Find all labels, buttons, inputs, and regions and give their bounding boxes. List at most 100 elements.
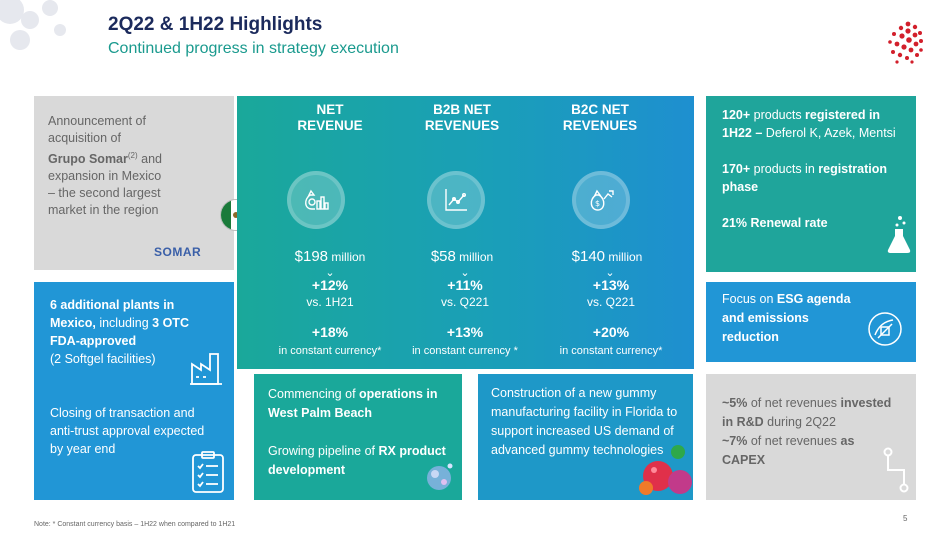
- net-revenue-growth: +12%: [311, 277, 349, 293]
- registration-period: registered in 1H22 –: [722, 108, 881, 140]
- operations-line: Commencing of operations in West Palm Be…: [268, 385, 448, 423]
- capex-label: as CAPEX: [722, 434, 855, 467]
- money-bag-chart-icon: [287, 171, 345, 229]
- metric-heading-net-revenue: NET REVENUE: [270, 102, 390, 134]
- rnd-text: of net revenues: [747, 396, 841, 410]
- capex-percent: ~7%: [722, 434, 748, 448]
- registration-panel: 120+ products registered in 1H22 – Defer…: [706, 96, 916, 272]
- rnd-invested: invested in R&D: [722, 396, 892, 429]
- rnd-period: during 2Q22: [763, 415, 836, 429]
- rx-development: RX product development: [268, 444, 446, 477]
- b2b-revenue-comparison: vs. Q221: [440, 295, 490, 309]
- page-title: 2Q22 & 1H22 Highlights: [108, 14, 323, 35]
- net-revenue-growth-cc: +18%: [311, 324, 349, 340]
- metric-heading-b2b: B2B NET REVENUES: [402, 102, 522, 134]
- b2b-revenue-cc-label: in constant currency *: [412, 345, 518, 357]
- plants-including: including: [95, 316, 153, 330]
- plants-text: 6 additional plants in Mexico, including…: [50, 296, 210, 350]
- acquisition-line-4: expansion in Mexico: [48, 169, 162, 184]
- chevron-down-icon: ⌄: [460, 267, 470, 279]
- net-revenue-unit: million: [328, 250, 366, 264]
- b2c-revenue-cc-label: in constant currency*: [559, 345, 663, 357]
- esg-focus: ESG agenda and emissions reduction: [722, 292, 851, 344]
- acquisition-and: and: [137, 152, 162, 167]
- gummy-facility-panel: Construction of a new gummy manufacturin…: [478, 374, 693, 500]
- metric-heading-line-2: REVENUES: [562, 118, 638, 133]
- svg-text:$: $: [595, 199, 600, 208]
- net-revenue-amount: $198 million: [265, 248, 395, 266]
- revenue-metrics-panel: NET REVENUE $198 million ⌄ +12% vs. 1H21…: [237, 96, 694, 369]
- acquisition-line-5: – the second largest: [48, 186, 161, 201]
- page-subtitle: Continued progress in strategy execution: [108, 40, 399, 57]
- money-bag-growth-icon: $: [572, 171, 630, 229]
- operations-location: operations in West Palm Beach: [268, 387, 438, 420]
- b2c-revenue-amount: $140 million: [542, 248, 672, 266]
- checklist-icon: [192, 451, 224, 493]
- acquisition-company: Grupo Somar: [48, 152, 128, 167]
- b2c-revenue-unit: million: [605, 250, 643, 264]
- b2c-revenue-growth-cc: +20%: [592, 324, 630, 340]
- net-revenue-cc-label: in constant currency*: [278, 345, 382, 357]
- operations-panel: Commencing of operations in West Palm Be…: [254, 374, 462, 500]
- registration-paragraph-2: 170+ products in registration phase: [722, 160, 900, 196]
- flow-path-icon: [883, 447, 909, 493]
- world-map-decoration: [0, 0, 66, 50]
- acquisition-company-line: Grupo Somar(2) and: [48, 147, 220, 168]
- registered-products: Deferol K, Azek, Mentsi: [762, 126, 896, 140]
- acquisition-footnote-ref: (2): [127, 151, 138, 160]
- factory-icon: [190, 353, 222, 385]
- registration-paragraph-3: 21% Renewal rate: [722, 214, 900, 232]
- esg-lead: Focus on: [722, 292, 777, 306]
- capex-text: of net revenues: [747, 434, 841, 448]
- rnd-percent: ~5%: [722, 396, 748, 410]
- rnd-line-1: ~5% of net revenues invested in R&D duri…: [722, 394, 900, 432]
- b2b-revenue-value: $58: [430, 248, 456, 265]
- registered-count: 120+: [722, 108, 751, 122]
- b2c-revenue-value: $140: [571, 248, 606, 265]
- metric-heading-b2c: B2C NET REVENUES: [540, 102, 660, 134]
- flask-icon: [887, 216, 911, 253]
- pipeline-lead: Growing pipeline of: [268, 444, 379, 458]
- rnd-panel: ~5% of net revenues invested in R&D duri…: [706, 374, 916, 500]
- operations-lead: Commencing of: [268, 387, 360, 401]
- line-chart-icon: [427, 171, 485, 229]
- plants-count: 6 additional plants in Mexico,: [50, 298, 175, 330]
- registration-text: products: [750, 108, 806, 122]
- metric-heading-line-1: B2C NET: [571, 102, 629, 117]
- esg-panel: Focus on ESG agenda and emissions reduct…: [706, 282, 916, 362]
- acquisition-line-2: acquisition of: [48, 131, 121, 145]
- net-revenue-comparison: vs. 1H21: [306, 295, 354, 309]
- molecule-image: [427, 463, 453, 490]
- pipeline-line: Growing pipeline of RX product developme…: [268, 442, 448, 480]
- renewal-rate: 21% Renewal rate: [722, 216, 828, 230]
- b2b-revenue-growth-cc: +13%: [446, 324, 484, 340]
- plants-panel: 6 additional plants in Mexico, including…: [34, 282, 234, 500]
- b2c-revenue-growth: +13%: [592, 277, 630, 293]
- plants-softgel: (2 Softgel facilities): [50, 352, 156, 366]
- footnote: Note: * Constant currency basis – 1H22 w…: [34, 521, 236, 528]
- metric-heading-line-2: REVENUES: [424, 118, 500, 133]
- plants-fda: 3 OTC FDA-approved: [50, 316, 189, 348]
- metric-heading-line-1: NET: [316, 102, 344, 117]
- plants-closing: Closing of transaction and anti-trust ap…: [50, 406, 205, 456]
- b2b-revenue-unit: million: [455, 250, 494, 264]
- company-logo-icon: [888, 21, 923, 64]
- somar-logo: SOMAR: [154, 245, 202, 259]
- pipeline-text: products in: [750, 162, 819, 176]
- sustainability-globe-icon: [868, 312, 902, 346]
- chevron-down-icon: ⌄: [605, 267, 615, 279]
- net-revenue-value: $198: [294, 248, 329, 265]
- b2c-revenue-comparison: vs. Q221: [586, 295, 636, 309]
- chevron-down-icon: ⌄: [325, 267, 335, 279]
- gummy-text: Construction of a new gummy manufacturin…: [491, 386, 678, 457]
- pipeline-phase: registration phase: [722, 162, 888, 194]
- metric-heading-line-2: REVENUE: [297, 118, 363, 133]
- acquisition-line-1: Announcement of: [48, 114, 146, 128]
- acquisition-panel: Announcement of acquisition of Grupo Som…: [34, 96, 252, 270]
- rnd-line-2: ~7% of net revenues as CAPEX: [722, 432, 900, 470]
- registration-paragraph-1: 120+ products registered in 1H22 – Defer…: [722, 106, 900, 142]
- b2b-revenue-growth: +11%: [447, 277, 483, 293]
- pipeline-count: 170+: [722, 162, 751, 176]
- b2b-revenue-amount: $58 million: [397, 248, 527, 266]
- acquisition-line-6: market in the region: [48, 203, 159, 218]
